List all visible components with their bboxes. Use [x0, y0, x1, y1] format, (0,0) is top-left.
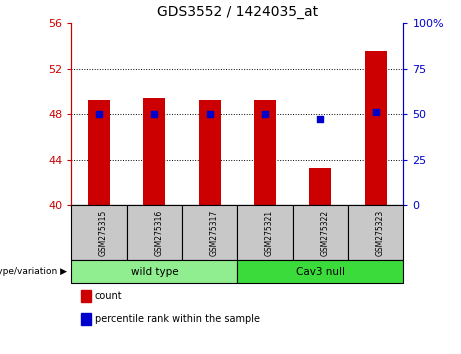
Bar [309, 168, 331, 205]
Point [261, 111, 269, 117]
Text: genotype/variation ▶: genotype/variation ▶ [0, 267, 67, 276]
Text: percentile rank within the sample: percentile rank within the sample [95, 314, 260, 324]
Bar [199, 101, 221, 205]
Bar [88, 101, 110, 205]
Text: wild type: wild type [130, 267, 178, 277]
Text: GSM275316: GSM275316 [154, 210, 164, 256]
Point [206, 111, 213, 117]
Title: GDS3552 / 1424035_at: GDS3552 / 1424035_at [157, 5, 318, 19]
Point [95, 111, 103, 117]
Point [317, 116, 324, 121]
Text: GSM275317: GSM275317 [210, 210, 219, 256]
Text: GSM275323: GSM275323 [376, 210, 385, 256]
Bar [254, 101, 276, 205]
Text: GSM275321: GSM275321 [265, 210, 274, 256]
Bar [365, 51, 387, 205]
Text: Cav3 null: Cav3 null [296, 267, 345, 277]
Bar [143, 98, 165, 205]
Text: GSM275322: GSM275322 [320, 210, 330, 256]
Text: GSM275315: GSM275315 [99, 210, 108, 256]
Text: count: count [95, 291, 122, 301]
Point [151, 111, 158, 117]
Point [372, 109, 379, 115]
